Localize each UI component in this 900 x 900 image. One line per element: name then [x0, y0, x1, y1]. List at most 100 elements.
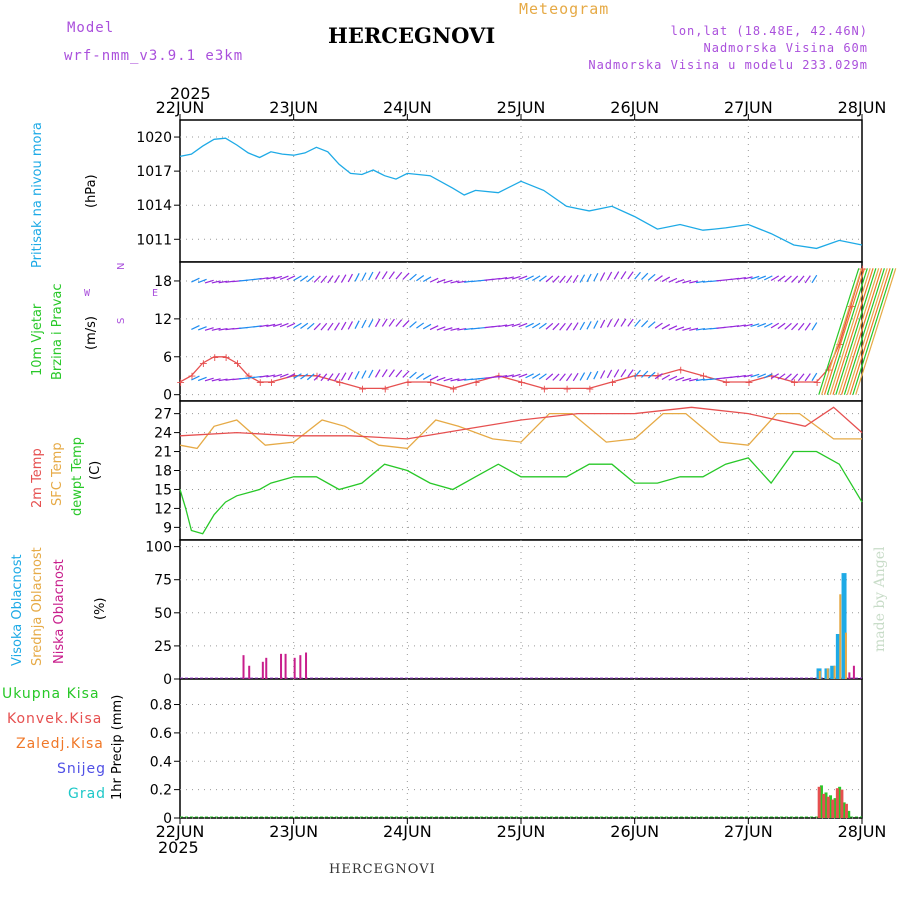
wind-arrow [498, 324, 508, 328]
wind-arrow [559, 275, 566, 284]
cloud-bar [818, 671, 821, 679]
wind-arrow [334, 274, 340, 284]
wind-speed-marker: + [699, 370, 708, 383]
wind-arrow [777, 275, 786, 282]
wind-arrow [436, 278, 446, 284]
wind-arrow [600, 272, 606, 281]
wind-arrow [572, 274, 579, 284]
x-day-label-top: 28JUN [838, 98, 887, 117]
wind-arrow [347, 371, 353, 381]
wind-arrow [191, 375, 200, 381]
x-day-label-top: 24JUN [383, 98, 432, 117]
y-tick-label: 0.4 [150, 754, 172, 770]
wind-arrow [436, 326, 446, 331]
wind-arrow [620, 318, 627, 327]
model-value: wrf-nmm_v3.9.1 e3km [64, 48, 244, 64]
wind-arrow [600, 319, 606, 329]
wind-arrow [613, 369, 620, 378]
wind-arrow [791, 373, 799, 381]
wind-arrow [757, 373, 767, 378]
wind-arrow [579, 372, 586, 381]
wind-arrow [668, 277, 678, 283]
wind-arrow [273, 275, 283, 280]
x-day-label-bottom: 28JUN [838, 822, 887, 841]
wind-speed-marker: + [335, 376, 344, 389]
wind-speed-marker: + [256, 376, 265, 389]
precip-bar [844, 803, 848, 818]
wind-arrow [259, 324, 269, 328]
wind-arrow [565, 275, 573, 284]
y-tick-label: 100 [145, 540, 172, 556]
wind-arrow [552, 373, 560, 381]
wind-arrow [443, 377, 453, 382]
wind-arrow [395, 271, 403, 280]
wind-arrow [300, 373, 309, 380]
panel-frame-precip [179, 678, 863, 819]
wind-arrow-strong [846, 268, 888, 395]
wind-arrow [518, 322, 528, 328]
wind-arrow [504, 323, 514, 327]
wind-arrow [784, 373, 792, 381]
wind-arrow-strong [849, 268, 891, 395]
wind-arrow [682, 327, 692, 331]
y-tick-label: 27 [154, 407, 172, 423]
wind-arrow [791, 322, 799, 331]
wind-arrow [654, 275, 663, 282]
x-day-label-top: 22JUN [156, 98, 205, 117]
wind-arrow [381, 271, 388, 280]
wind-arrow [381, 318, 388, 327]
wind-arrow [354, 370, 360, 380]
wind-arrow [211, 327, 221, 331]
cloud-bar [826, 668, 829, 679]
wind-arrow [279, 373, 289, 378]
wind-arrow [750, 323, 760, 327]
wind-arrow [368, 369, 374, 379]
x-day-label-bottom: 25JUN [497, 822, 546, 841]
wind-speed-line [179, 268, 863, 390]
wind-speed-marker: + [813, 376, 822, 389]
wind-arrow [784, 275, 792, 283]
wind-dir-west: W [84, 288, 91, 299]
y-tick-label: 12 [154, 501, 172, 517]
wind-arrow [320, 373, 328, 382]
wind-arrow [402, 370, 410, 378]
wind-arrow [518, 275, 528, 280]
wind-arrow [450, 280, 460, 284]
cloud-bar [299, 655, 302, 679]
cloud-bar [293, 657, 296, 679]
wind-arrow-strong [838, 268, 880, 395]
wind-arrow [565, 322, 573, 331]
y-tick-label: 0 [163, 672, 172, 688]
panel-frame-clouds [179, 539, 863, 680]
wind-arrow [757, 322, 767, 328]
wind-speed-marker: + [403, 376, 412, 389]
wind-arrow [354, 273, 360, 282]
x-day-label-top: 27JUN [724, 98, 773, 117]
precip-bar [833, 798, 837, 818]
wind-arrow [634, 319, 641, 327]
wind-arrow-strong [818, 268, 860, 395]
wind-arrow [661, 374, 671, 381]
wind-arrow [525, 322, 534, 328]
wind-arrow [450, 378, 460, 382]
wind-arrow [368, 271, 374, 281]
wind-speed-marker: + [562, 382, 571, 395]
wind-arrow [572, 322, 579, 331]
wind-arrow [675, 326, 685, 331]
wind-arrow [552, 322, 560, 331]
cloud-bar [830, 665, 836, 679]
cloud-bar [265, 657, 268, 679]
y-tick-label: 1014 [136, 198, 172, 214]
wind-arrow [279, 322, 289, 328]
wind-arrow [750, 275, 760, 280]
wind-arrow [770, 275, 780, 282]
wind-arrow [416, 275, 425, 282]
wind-arrow [197, 326, 207, 331]
wind-arrow-strong [843, 268, 885, 395]
y-tick-label: 0.6 [150, 726, 172, 742]
wind-arrow [388, 369, 395, 378]
conv-precip-label: Konvek.Kisa [7, 711, 103, 727]
wind-arrow [266, 323, 276, 327]
wind-arrow [791, 275, 799, 283]
